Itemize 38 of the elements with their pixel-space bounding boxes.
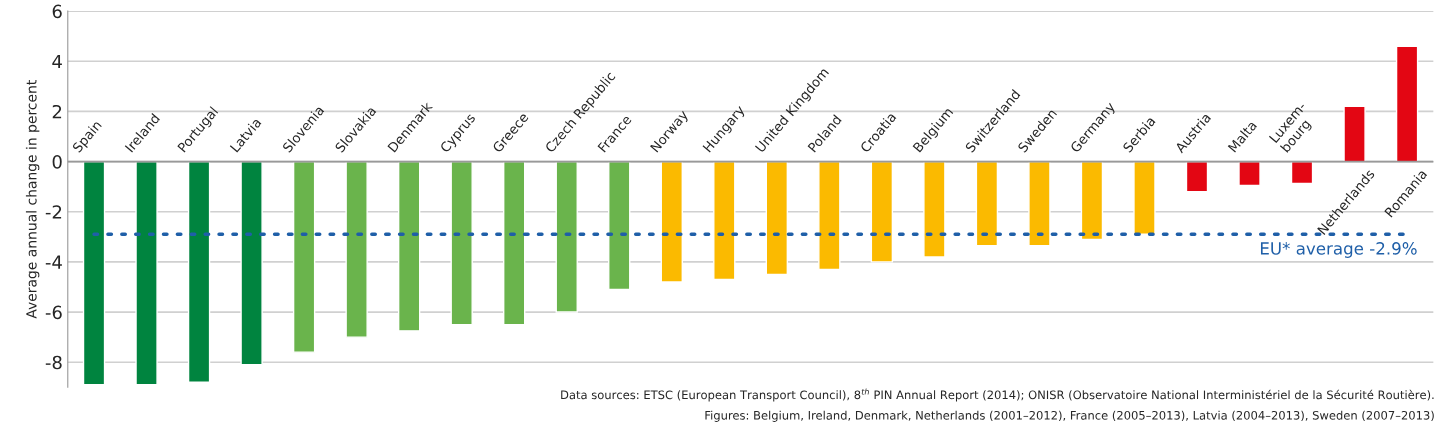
bar [82, 160, 106, 386]
y-tick-label: 2 [52, 104, 62, 119]
bar [608, 160, 631, 291]
bar [450, 160, 473, 326]
bar [555, 160, 578, 313]
bar [660, 160, 683, 283]
bar [1343, 105, 1366, 163]
bar [1080, 160, 1104, 241]
bar [240, 160, 263, 366]
bar [1133, 160, 1156, 236]
y-tick-label: -8 [45, 355, 62, 370]
y-tick-label: 6 [52, 4, 62, 19]
bar [818, 160, 841, 271]
bar [1290, 160, 1314, 185]
bar [187, 160, 211, 383]
bar [870, 160, 894, 263]
y-tick-label: -4 [45, 255, 62, 269]
bar [1395, 45, 1419, 163]
text: Figures: Belgium, Ireland, Denmark, Netherlands (2001–2012), France (2005–2013), Latvia (2004–2013), Sweden (2007–2013) [705, 410, 1434, 422]
y-tick-label: -6 [45, 305, 62, 320]
y-tick-label: -2 [45, 205, 62, 219]
bar [292, 160, 316, 353]
y-tick-label: 4 [52, 54, 62, 69]
bar [1238, 160, 1261, 187]
bar [713, 160, 736, 281]
bar [1028, 160, 1051, 247]
y-tick-label: 0 [52, 155, 62, 169]
bar [345, 160, 368, 338]
bar [135, 160, 158, 386]
bar [765, 160, 789, 276]
bar [1185, 160, 1209, 193]
ref-line-label: EU* average -2.9% [1260, 242, 1417, 258]
y-axis-title: Average annual change in percent [25, 80, 40, 319]
bar [923, 160, 946, 258]
text: Data sources: ETSC (European Transport Council), 8$^{th}$ PIN Annual Report (2014); ONISR (Observatoire National Interministériel de la Sécurité Routière). [561, 388, 1434, 402]
bar [397, 160, 421, 332]
bar [975, 160, 999, 247]
bar [503, 160, 526, 326]
